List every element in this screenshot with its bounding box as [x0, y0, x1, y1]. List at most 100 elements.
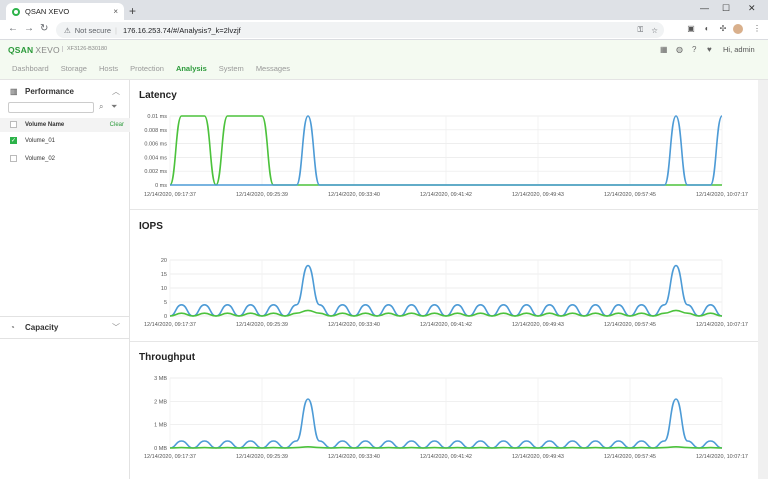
latency-chart: 0.01 ms 0.008 ms 0.006 ms 0.004 ms 0.002 ms 0… [144, 114, 748, 198]
model-label: XF3126-B30180 [62, 46, 107, 52]
y-tick-label: 15 [161, 272, 167, 278]
chevron-up-icon[interactable]: ︿ [112, 86, 120, 96]
user-menu[interactable]: Hi, admin [723, 45, 755, 54]
panel-divider [130, 341, 758, 342]
bar-chart-icon: ▥ [10, 87, 18, 96]
address-bar[interactable]: ⚠ Not secure | 176.16.253.74/#/Analysis?… [56, 22, 664, 38]
new-tab-button[interactable]: + [129, 4, 137, 18]
x-tick-label: 12/14/2020, 09:41:42 [420, 322, 472, 328]
url-text[interactable]: 176.16.253.74/#/Analysis?_k=2lvzjf [122, 25, 241, 35]
window-close-button[interactable]: ✕ [748, 3, 756, 13]
y-tick-label: 20 [161, 258, 167, 264]
volume-row[interactable]: Volume_02 [0, 151, 130, 166]
volume-list-header: Volume Name Clear [0, 118, 130, 132]
search-icon[interactable]: ⌕ [99, 102, 104, 111]
y-tick-label: 0.006 ms [144, 142, 167, 148]
performance-title: Performance [25, 86, 74, 96]
scrollbar[interactable] [758, 80, 768, 479]
tab-close-button[interactable]: × [113, 7, 118, 16]
y-tick-label: 0.01 ms [147, 114, 167, 120]
warning-icon: ⚠ [64, 25, 71, 35]
pie-chart-icon: ◔ [10, 323, 15, 332]
capacity-section-header[interactable]: ◔ Capacity ﹀ [0, 318, 130, 336]
x-tick-label: 12/14/2020, 09:17:37 [144, 454, 196, 460]
x-tick-label: 12/14/2020, 09:25:39 [236, 192, 288, 198]
y-tick-label: 3 MB [154, 376, 167, 382]
window-minimize-button[interactable]: — [700, 3, 709, 13]
x-tick-label: 12/14/2020, 09:25:39 [236, 322, 288, 328]
capacity-title: Capacity [25, 322, 59, 332]
x-tick-label: 12/14/2020, 09:49:43 [512, 454, 564, 460]
volume-checkbox[interactable] [10, 155, 17, 162]
x-tick-label: 12/14/2020, 09:33:40 [328, 192, 380, 198]
x-tick-label: 12/14/2020, 09:57:45 [604, 454, 656, 460]
key-icon[interactable]: ⚿ [637, 25, 644, 34]
panel-divider [130, 209, 758, 210]
menu-item-analysis[interactable]: Analysis [175, 64, 207, 73]
reload-icon[interactable]: ↻ [40, 23, 49, 34]
series-line-green [169, 446, 723, 449]
health-icon[interactable]: ♥ [707, 45, 712, 54]
x-tick-label: 12/14/2020, 09:49:43 [512, 192, 564, 198]
filter-icon[interactable]: ⏷ [111, 102, 118, 111]
extension-dark-icon[interactable]: ◐ [704, 24, 710, 33]
profile-avatar[interactable] [733, 24, 743, 34]
x-tick-label: 12/14/2020, 09:17:37 [144, 192, 196, 198]
tab-title: QSAN XEVO [25, 7, 70, 16]
app-logo[interactable]: QSAN XEVO [8, 45, 60, 55]
section-divider [0, 338, 130, 339]
globe-icon[interactable]: ◍ [676, 45, 683, 54]
address-divider: | [115, 25, 117, 35]
help-icon[interactable]: ? [692, 45, 697, 54]
menu-item-dashboard[interactable]: Dashboard [12, 64, 49, 73]
x-tick-label: 12/14/2020, 10:07:17 [696, 322, 748, 328]
volume-checkbox[interactable]: ✓ [10, 137, 17, 144]
x-tick-label: 12/14/2020, 10:07:17 [696, 192, 748, 198]
x-tick-label: 12/14/2020, 09:49:43 [512, 322, 564, 328]
menu-item-storage[interactable]: Storage [60, 64, 87, 73]
menu-item-hosts[interactable]: Hosts [98, 64, 119, 73]
browser-toolbar: ← → ↻ ⚠ Not secure | 176.16.253.74/#/Ana… [0, 20, 768, 40]
bookmark-star-icon[interactable]: ☆ [651, 25, 658, 35]
latency-title: Latency [139, 90, 177, 101]
menu-item-system[interactable]: System [218, 64, 244, 73]
y-tick-label: 0 [164, 314, 167, 320]
performance-section-header[interactable]: ▥ Performance ︿ [0, 82, 130, 100]
throughput-title: Throughput [139, 352, 196, 363]
volume-search-input[interactable] [8, 102, 94, 113]
x-tick-label: 12/14/2020, 09:33:40 [328, 454, 380, 460]
y-tick-label: 0.008 ms [144, 128, 167, 134]
section-divider [0, 316, 130, 317]
main-menu: Dashboard Storage Hosts Protection Analysis S… [0, 62, 290, 76]
series-line-blue [170, 115, 723, 186]
x-tick-label: 12/14/2020, 09:17:37 [144, 322, 196, 328]
x-tick-label: 12/14/2020, 10:07:17 [696, 454, 748, 460]
menu-item-messages[interactable]: Messages [255, 64, 290, 73]
chevron-down-icon[interactable]: ﹀ [112, 322, 120, 332]
throughput-chart: 3 MB 2 MB 1 MB 0 MB 12/14/2020, 09:17:37 12/1… [144, 376, 748, 460]
select-all-checkbox[interactable] [10, 121, 17, 128]
browser-tab-bar: QSAN XEVO × + — ☐ ✕ [0, 0, 768, 20]
x-tick-label: 12/14/2020, 09:57:45 [604, 322, 656, 328]
y-tick-label: 0.002 ms [144, 169, 167, 175]
menu-item-protection[interactable]: Protection [130, 64, 164, 73]
x-tick-label: 12/14/2020, 09:57:45 [604, 192, 656, 198]
y-tick-label: 10 [161, 286, 167, 292]
x-tick-label: 12/14/2020, 09:41:42 [420, 192, 472, 198]
clear-button[interactable]: Clear [109, 122, 124, 128]
x-tick-label: 12/14/2020, 09:41:42 [420, 454, 472, 460]
y-tick-label: 0.004 ms [144, 155, 167, 161]
iops-chart: 20 15 10 5 0 12/14/2020, 09:17:37 12/14/2020, … [144, 258, 748, 328]
grid-icon[interactable]: ▦ [660, 45, 668, 54]
window-maximize-button[interactable]: ☐ [722, 3, 731, 13]
puzzle-icon[interactable]: ✣ [719, 24, 727, 33]
brand-name: QSAN [8, 45, 34, 55]
favicon-icon [12, 7, 20, 16]
back-icon[interactable]: ← [8, 23, 18, 34]
forward-icon[interactable]: → [24, 23, 34, 34]
extension-icon[interactable]: ▣ [687, 24, 695, 33]
volume-row[interactable]: ✓ Volume_01 [0, 133, 130, 148]
browser-tab[interactable]: QSAN XEVO × [6, 3, 124, 20]
volume-name: Volume_01 [25, 138, 56, 144]
browser-menu-icon[interactable]: ⋮ [753, 24, 761, 33]
